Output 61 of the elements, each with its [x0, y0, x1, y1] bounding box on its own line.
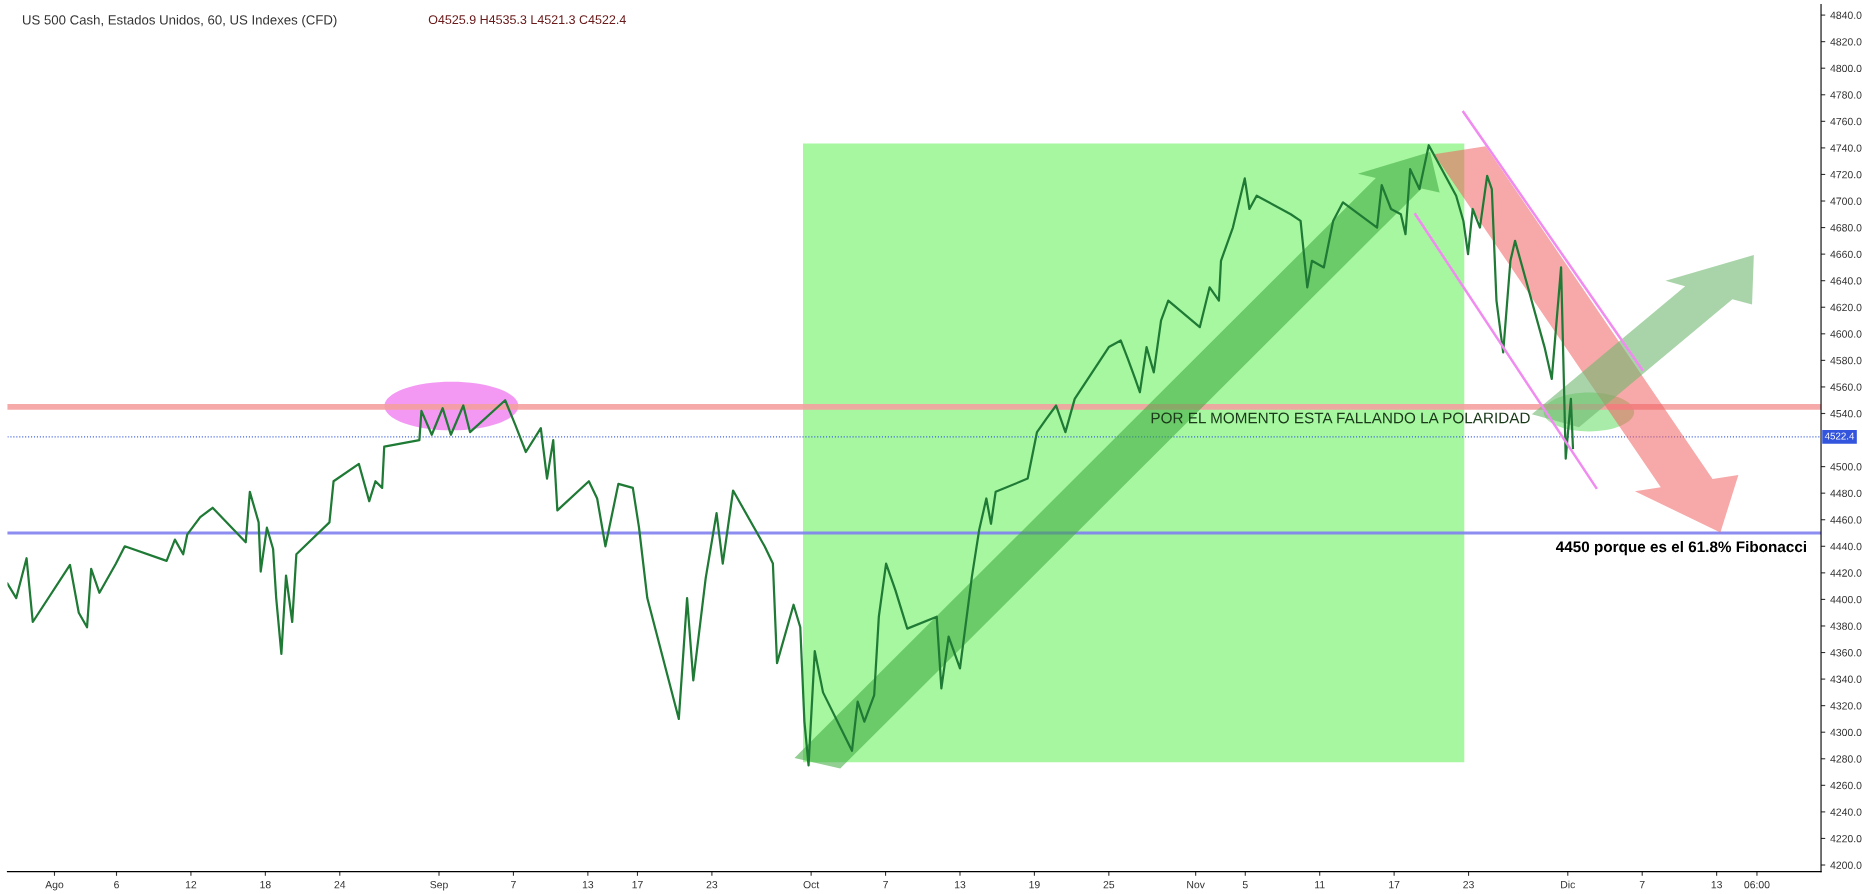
y-tick-label: 4720.0	[1830, 170, 1862, 179]
x-tick-label: Nov	[1187, 881, 1205, 889]
y-tick-label: 4820.0	[1830, 38, 1862, 46]
x-tick-label: 23	[1463, 880, 1474, 889]
y-tick-label: 4640.0	[1830, 277, 1862, 285]
x-tick-label: 23	[706, 880, 718, 889]
y-tick-label: 4840.0	[1830, 11, 1862, 19]
y-tick-label: 4300.0	[1830, 728, 1862, 737]
x-tick-label: 13	[582, 880, 594, 889]
text: O4525.9 H4535.3 L4521.3 C4522.4	[428, 15, 626, 25]
y-tick-label: 4380.0	[1830, 622, 1862, 630]
x-tick-label: 5	[1242, 881, 1248, 889]
x-tick-label: Dic	[1561, 880, 1576, 889]
ref-line-label: 4450 porque es el 61.8% Fibonacci	[1555, 540, 1806, 556]
y-tick-label: 4340.0	[1830, 675, 1862, 683]
x-tick-label: 7	[883, 881, 888, 889]
x-tick-label: 06:00	[1744, 880, 1770, 889]
y-tick-label: 4240.0	[1830, 808, 1862, 816]
y-tick-label: 4780.0	[1830, 91, 1862, 99]
x-tick-label: 7	[1639, 881, 1645, 889]
y-tick-label: 4620.0	[1830, 303, 1862, 312]
x-tick-label: Ago	[45, 881, 64, 891]
y-tick-label: 4700.0	[1830, 197, 1862, 205]
x-tick-label: Sep	[430, 880, 448, 891]
y-tick-label: 4260.0	[1830, 781, 1862, 790]
x-tick-label: 17	[1389, 881, 1400, 889]
ref-line-label: POR EL MOMENTO ESTA FALLANDO LA POLARIDAD	[1151, 412, 1530, 424]
y-tick-label: 4200.0	[1830, 861, 1862, 869]
y-tick-label: 4280.0	[1830, 755, 1862, 763]
x-tick-label: 25	[1103, 880, 1115, 889]
x-tick-label: 12	[185, 880, 197, 889]
x-tick-label: 24	[334, 880, 346, 889]
y-tick-label: 4320.0	[1830, 702, 1862, 710]
x-tick-label: 19	[1029, 880, 1040, 889]
y-tick-label: 4680.0	[1830, 224, 1862, 232]
x-tick-label: 13	[954, 880, 966, 889]
y-tick-label: 4760.0	[1830, 117, 1862, 126]
y-tick-label: 4460.0	[1830, 516, 1862, 524]
x-tick-label: 17	[632, 881, 643, 889]
x-tick-label: 7	[511, 881, 516, 889]
x-tick-label: 11	[1315, 881, 1325, 889]
x-tick-label: 6	[114, 880, 119, 889]
y-tick-label: 4800.0	[1830, 64, 1862, 73]
y-tick-label: 4220.0	[1830, 834, 1862, 843]
y-tick-label: 4400.0	[1830, 595, 1862, 604]
text: US 500 Cash, Estados Unidos, 60, US Indexes (CFD)	[22, 14, 337, 28]
y-tick-label: 4480.0	[1830, 489, 1862, 498]
x-tick-label: 13	[1711, 880, 1722, 889]
y-tick-label: 4420.0	[1830, 569, 1862, 577]
ref-line-label: 4522.4	[1824, 432, 1855, 440]
y-tick-label: 4560.0	[1830, 383, 1862, 391]
y-tick-label: 4740.0	[1830, 144, 1862, 152]
x-tick-label: Oct	[803, 880, 820, 889]
y-tick-label: 4580.0	[1830, 356, 1862, 365]
y-tick-label: 4440.0	[1830, 542, 1862, 551]
y-tick-label: 4500.0	[1830, 463, 1862, 471]
x-tick-label: 18	[260, 880, 271, 889]
y-tick-label: 4600.0	[1830, 330, 1862, 338]
y-tick-label: 4660.0	[1830, 250, 1862, 259]
y-tick-label: 4360.0	[1830, 649, 1862, 657]
y-tick-label: 4540.0	[1830, 409, 1862, 418]
